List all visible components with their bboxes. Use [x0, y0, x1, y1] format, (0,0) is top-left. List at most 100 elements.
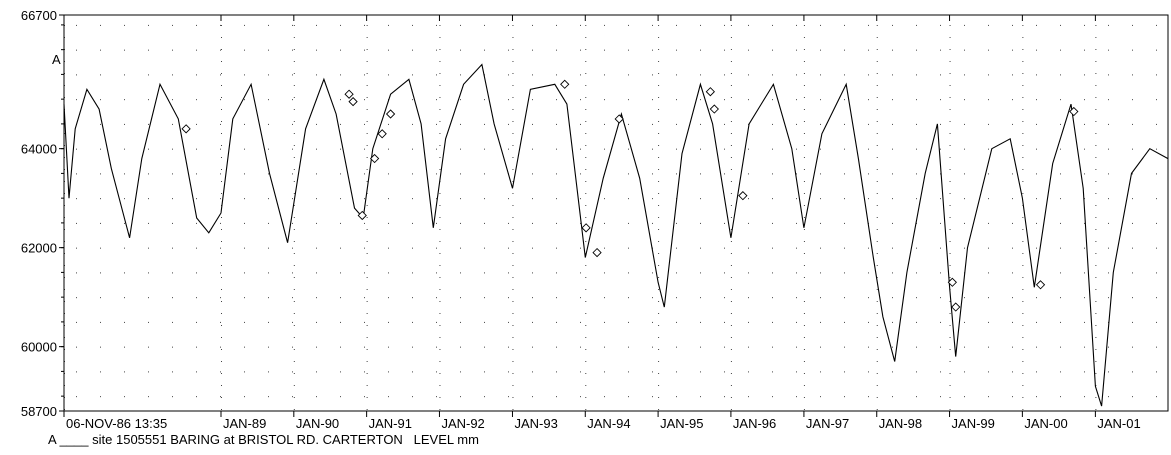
grid-dot: [580, 247, 581, 249]
grid-dot: [585, 169, 587, 170]
grid-dot: [916, 198, 917, 200]
grid-dot: [940, 346, 941, 348]
grid-dot: [76, 148, 77, 150]
grid-dot: [1095, 133, 1097, 134]
grid-dot: [439, 205, 441, 206]
grid-dot: [1132, 272, 1133, 274]
grid-dot: [724, 24, 725, 26]
grid-dot: [366, 289, 368, 290]
grid-dot: [221, 145, 223, 146]
grid-dot: [796, 272, 797, 274]
grid-dot: [388, 321, 389, 323]
grid-dot: [700, 247, 701, 249]
grid-dot: [820, 321, 821, 323]
grid-dot: [604, 24, 605, 26]
grid-dot: [532, 371, 533, 373]
grid-dot: [460, 247, 461, 249]
grid-dot: [676, 247, 677, 249]
grid-dot: [1022, 25, 1024, 26]
grid-dot: [1156, 123, 1157, 125]
grid-dot: [316, 222, 317, 224]
grid-dot: [1036, 396, 1037, 398]
grid-dot: [964, 198, 965, 200]
grid-dot: [700, 346, 701, 348]
grid-dot: [1156, 222, 1157, 224]
grid-dot: [916, 74, 917, 76]
x-tick-label: JAN-89: [223, 416, 266, 431]
grid-dot: [439, 25, 441, 26]
grid-dot: [100, 396, 101, 398]
grid-dot: [1156, 321, 1157, 323]
grid-dot: [1132, 173, 1133, 175]
grid-dot: [652, 24, 653, 26]
grid-dot: [340, 396, 341, 398]
grid-dot: [1108, 297, 1109, 299]
grid-dot: [868, 321, 869, 323]
grid-dot: [460, 173, 461, 175]
grid-dot: [388, 371, 389, 373]
grid-dot: [512, 49, 514, 50]
grid-dot: [244, 247, 245, 249]
grid-dot: [868, 371, 869, 373]
grid-dot: [803, 25, 805, 26]
grid-dot: [820, 74, 821, 76]
grid-dot: [292, 396, 293, 398]
grid-dot: [220, 272, 221, 274]
grid-dot: [1022, 325, 1024, 326]
grid-dot: [460, 123, 461, 125]
grid-dot: [658, 385, 660, 386]
grid-dot: [803, 193, 805, 194]
grid-dot: [364, 297, 365, 299]
grid-dot: [292, 321, 293, 323]
grid-dot: [730, 397, 732, 398]
grid-dot: [439, 337, 441, 338]
grid-dot: [892, 198, 893, 200]
grid-dot: [964, 371, 965, 373]
grid-dot: [658, 397, 660, 398]
legend: A ____ site 1505551 BARING at BRISTOL RD…: [48, 432, 479, 447]
grid-dot: [124, 222, 125, 224]
grid-dot: [172, 371, 173, 373]
grid-dot: [1132, 396, 1133, 398]
grid-dot: [172, 123, 173, 125]
grid-dot: [820, 198, 821, 200]
data-marker: [385, 109, 396, 119]
grid-dot: [730, 289, 732, 290]
grid-dot: [366, 397, 368, 398]
grid-dot: [580, 297, 581, 299]
grid-dot: [293, 229, 295, 230]
grid-dot: [820, 123, 821, 125]
grid-dot: [508, 396, 509, 398]
grid-dot: [76, 99, 77, 101]
grid-dot: [844, 49, 845, 51]
grid-dot: [364, 173, 365, 175]
grid-dot: [196, 321, 197, 323]
grid-dot: [508, 24, 509, 26]
grid-dot: [1108, 222, 1109, 224]
grid-dot: [949, 373, 951, 374]
grid-dot: [484, 346, 485, 348]
grid-dot: [658, 169, 660, 170]
grid-dot: [76, 74, 77, 76]
grid-dot: [460, 222, 461, 224]
grid-dot: [580, 321, 581, 323]
grid-dot: [580, 173, 581, 175]
grid-dot: [366, 25, 368, 26]
grid-dot: [412, 346, 413, 348]
grid-dot: [532, 297, 533, 299]
grid-dot: [730, 361, 732, 362]
grid-dot: [556, 247, 557, 249]
grid-dot: [876, 49, 878, 50]
data-marker: [614, 114, 624, 124]
grid-dot: [730, 133, 732, 134]
grid-dot: [439, 61, 441, 62]
grid-dot: [124, 148, 125, 150]
grid-dot: [585, 241, 587, 242]
grid-dot: [700, 222, 701, 224]
grid-dot: [730, 241, 732, 242]
grid-dot: [412, 123, 413, 125]
grid-dot: [876, 385, 878, 386]
grid-dot: [364, 123, 365, 125]
grid-dot: [916, 24, 917, 26]
grid-dot: [172, 148, 173, 150]
